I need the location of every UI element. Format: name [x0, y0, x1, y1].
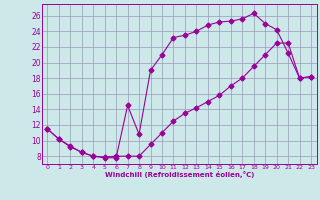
X-axis label: Windchill (Refroidissement éolien,°C): Windchill (Refroidissement éolien,°C): [105, 171, 254, 178]
